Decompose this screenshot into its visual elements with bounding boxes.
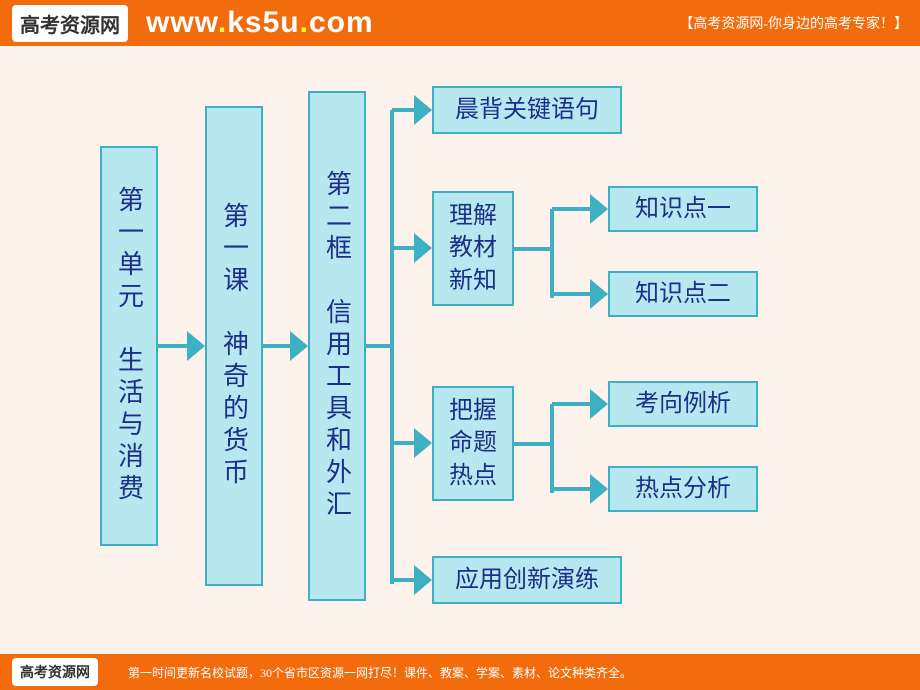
node-n1: 第一单元 生活与消费: [100, 146, 158, 546]
site-url: www.ks5u.com: [146, 6, 374, 40]
node-n4: 晨背关键语句: [432, 86, 622, 134]
footer-text: 第一时间更新名校试题，30个省市区资源一网打尽！课件、教案、学案、素材、论文种类…: [128, 664, 632, 681]
arrow-icon: [187, 331, 205, 361]
connector-line: [392, 108, 414, 112]
logo-box: 高考资源网: [12, 5, 128, 42]
arrow-icon: [414, 428, 432, 458]
node-n8: 知识点一: [608, 186, 758, 232]
connector-line: [552, 292, 590, 296]
arrow-icon: [590, 389, 608, 419]
connector-line: [392, 578, 414, 582]
url-seg: www: [146, 6, 218, 39]
tagline: 【高考资源网-你身边的高考专家！】: [679, 13, 908, 33]
connector-line: [552, 207, 590, 211]
node-n10: 考向例析: [608, 381, 758, 427]
connector-line: [263, 344, 290, 348]
node-n2: 第一课 神奇的货币: [205, 106, 263, 586]
connector-line: [158, 344, 187, 348]
connector-line: [390, 110, 394, 584]
url-dot: .: [300, 6, 309, 39]
url-seg: com: [309, 6, 374, 39]
arrow-icon: [590, 194, 608, 224]
connector-line: [514, 247, 552, 251]
connector-line: [550, 209, 554, 298]
node-n7: 应用创新演练: [432, 556, 622, 604]
connector-line: [514, 442, 552, 446]
arrow-icon: [590, 279, 608, 309]
arrow-icon: [290, 331, 308, 361]
arrow-icon: [414, 233, 432, 263]
connector-line: [552, 487, 590, 491]
url-seg: ks5u: [227, 6, 299, 39]
node-n11: 热点分析: [608, 466, 758, 512]
diagram-canvas: 第一单元 生活与消费第一课 神奇的货币第二框 信用工具和外汇 晨背关键语句理解 教…: [0, 46, 920, 654]
connector-line: [392, 441, 414, 445]
logo-box: 高考资源网: [12, 658, 98, 686]
connector-line: [392, 246, 414, 250]
arrow-icon: [590, 474, 608, 504]
node-n3: 第二框 信用工具和外汇: [308, 91, 366, 601]
node-n6: 把握 命题 热点: [432, 386, 514, 501]
bottom-banner: 高考资源网 第一时间更新名校试题，30个省市区资源一网打尽！课件、教案、学案、素…: [0, 654, 920, 690]
connector-line: [366, 344, 392, 348]
url-dot: .: [218, 6, 227, 39]
arrow-icon: [414, 95, 432, 125]
node-n9: 知识点二: [608, 271, 758, 317]
connector-line: [552, 402, 590, 406]
node-n5: 理解 教材 新知: [432, 191, 514, 306]
connector-line: [550, 404, 554, 493]
top-banner: 高考资源网 www.ks5u.com 【高考资源网-你身边的高考专家！】: [0, 0, 920, 46]
arrow-icon: [414, 565, 432, 595]
